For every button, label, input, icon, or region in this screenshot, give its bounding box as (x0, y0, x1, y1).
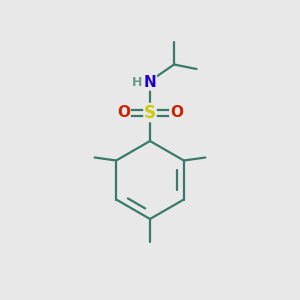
Text: O: O (170, 105, 183, 120)
Text: S: S (144, 103, 156, 122)
Text: N: N (144, 75, 156, 90)
Text: O: O (117, 105, 130, 120)
Text: H: H (132, 76, 142, 89)
